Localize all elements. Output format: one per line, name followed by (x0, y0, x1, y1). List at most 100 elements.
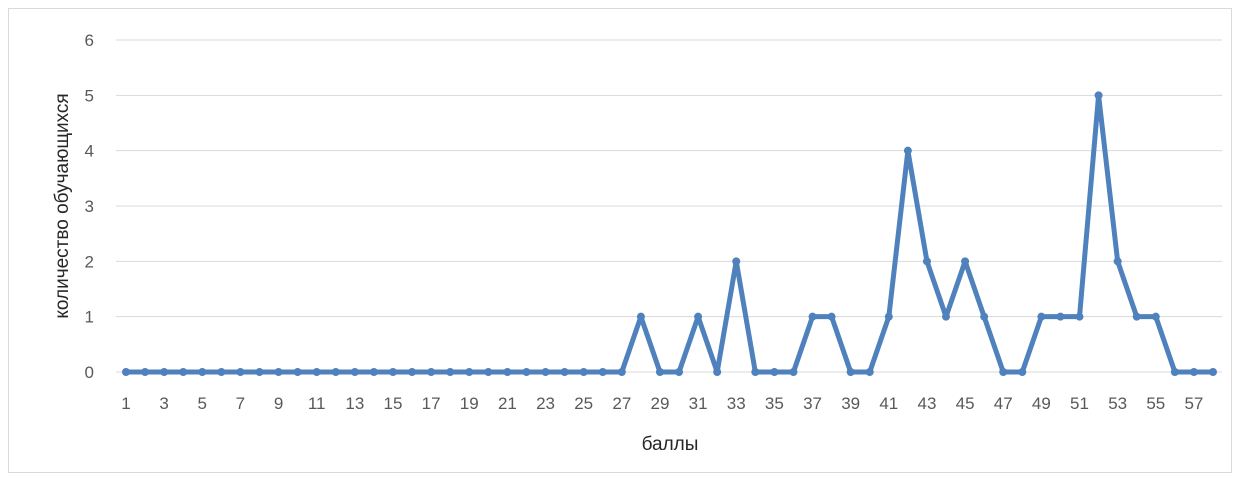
data-point (961, 257, 970, 266)
x-tick-label: 37 (803, 394, 822, 413)
data-point (312, 368, 321, 376)
data-point (1094, 91, 1103, 100)
data-point (465, 368, 474, 376)
data-point (789, 368, 798, 376)
data-point (846, 368, 855, 376)
data-point (770, 368, 779, 376)
x-tick-label: 35 (765, 394, 784, 413)
data-point (694, 312, 703, 321)
data-point (1075, 312, 1084, 321)
data-point (198, 368, 207, 376)
x-tick-label: 33 (727, 394, 746, 413)
x-tick-label: 19 (460, 394, 479, 413)
data-point (732, 257, 741, 266)
x-axis-ticks: 1 3 5 7 9 11 13 15 17 19 21 23 25 27 29 31 33 35 37 39 41 43 4… (121, 394, 1203, 413)
x-tick-label: 53 (1108, 394, 1127, 413)
x-tick-label: 15 (384, 394, 403, 413)
data-point (751, 368, 760, 376)
data-point (350, 368, 359, 376)
data-point (408, 368, 417, 376)
y-tick-label: 3 (85, 197, 94, 216)
data-point (217, 368, 226, 376)
x-tick-label: 45 (956, 394, 975, 413)
x-tick-label: 9 (274, 394, 283, 413)
data-point (255, 368, 264, 376)
x-tick-label: 51 (1070, 394, 1089, 413)
data-point (827, 312, 836, 321)
data-point (922, 257, 931, 266)
data-point (655, 368, 664, 376)
y-axis-ticks: 0 1 2 3 4 5 6 (85, 31, 94, 382)
data-point (1113, 257, 1122, 266)
x-tick-label: 29 (651, 394, 670, 413)
data-point (236, 368, 245, 376)
y-tick-label: 0 (85, 363, 94, 382)
x-tick-label: 31 (689, 394, 708, 413)
data-point (617, 368, 626, 376)
series-line (123, 92, 1216, 375)
data-point (446, 368, 455, 376)
data-point (369, 368, 378, 376)
data-point (903, 146, 912, 155)
data-point (484, 368, 493, 376)
x-tick-label: 57 (1184, 394, 1203, 413)
x-tick-label: 13 (345, 394, 364, 413)
data-point (1189, 368, 1198, 376)
data-point (541, 368, 550, 376)
x-tick-label: 25 (574, 394, 593, 413)
data-point (713, 368, 722, 376)
data-point (388, 368, 397, 376)
data-point (179, 368, 188, 376)
x-tick-label: 1 (121, 394, 130, 413)
data-point (865, 368, 874, 376)
y-tick-label: 6 (85, 31, 94, 50)
data-point (1209, 368, 1217, 376)
data-point (560, 368, 569, 376)
y-tick-label: 5 (85, 86, 94, 105)
data-point (427, 368, 436, 376)
data-point (141, 368, 150, 376)
data-point (274, 368, 283, 376)
data-point (1018, 368, 1027, 376)
x-tick-label: 27 (612, 394, 631, 413)
data-point (579, 368, 588, 376)
data-point (1170, 368, 1179, 376)
data-point (1132, 312, 1141, 321)
y-tick-label: 4 (85, 142, 94, 161)
x-tick-label: 43 (917, 394, 936, 413)
x-tick-label: 23 (536, 394, 555, 413)
data-point (1037, 312, 1046, 321)
y-axis-title: количество обучающихся (52, 93, 73, 318)
data-point (942, 312, 951, 321)
x-tick-label: 47 (994, 394, 1013, 413)
x-axis-title: баллы (642, 434, 699, 455)
gridlines (116, 39, 1222, 373)
x-tick-label: 5 (198, 394, 207, 413)
data-point (293, 368, 302, 376)
x-tick-label: 17 (422, 394, 441, 413)
data-point (160, 368, 169, 376)
data-point (122, 368, 130, 376)
x-tick-label: 11 (308, 394, 326, 413)
chart-area (8, 8, 1232, 473)
data-point (1056, 312, 1065, 321)
data-point (522, 368, 531, 376)
x-tick-label: 49 (1032, 394, 1051, 413)
data-point (980, 312, 989, 321)
data-point (503, 368, 512, 376)
data-point (636, 312, 645, 321)
y-tick-label: 1 (85, 308, 94, 327)
x-tick-label: 21 (498, 394, 517, 413)
x-tick-label: 41 (879, 394, 898, 413)
y-tick-label: 2 (85, 252, 94, 271)
series-layer (122, 91, 1217, 376)
x-tick-label: 3 (159, 394, 168, 413)
data-point (808, 312, 817, 321)
data-point (598, 368, 607, 376)
x-tick-label: 7 (236, 394, 245, 413)
x-tick-label: 55 (1146, 394, 1165, 413)
data-point (675, 368, 684, 376)
data-point (999, 368, 1008, 376)
data-point (1151, 312, 1160, 321)
